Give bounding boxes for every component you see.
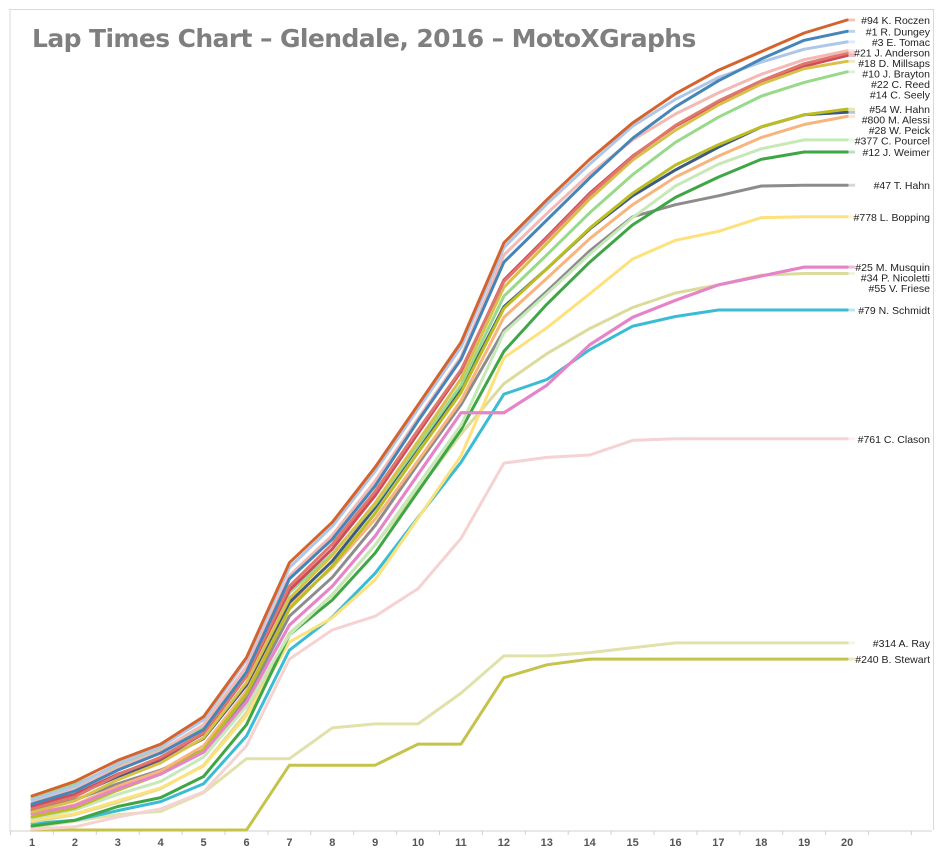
series-lines: [30, 18, 856, 832]
x-tick-label: 20: [841, 837, 853, 849]
x-tick-label: 8: [329, 837, 335, 849]
series-label: #761 C. Clason: [858, 434, 931, 446]
series-label: #55 V. Friese: [869, 283, 931, 295]
x-tick-label: 19: [798, 837, 810, 849]
series-label: #778 L. Bopping: [854, 212, 931, 224]
series-line[interactable]: [30, 265, 849, 816]
x-tick-label: 3: [115, 837, 121, 849]
chart-frame: [9, 9, 934, 830]
series-label: #34 P. Nicoletti: [861, 273, 930, 285]
chart-title: Lap Times Chart – Glendale, 2016 – MotoX…: [32, 24, 696, 53]
series-line[interactable]: [30, 114, 849, 817]
series-label: #314 A. Ray: [873, 638, 931, 650]
series-label: #18 D. Millsaps: [858, 58, 930, 70]
series-label: #14 C. Seely: [870, 89, 931, 101]
series-line[interactable]: [30, 657, 849, 832]
series-label: #22 C. Reed: [871, 79, 930, 91]
x-tick-label: 5: [201, 837, 207, 849]
x-tick-label: 10: [412, 837, 424, 849]
series-label: #1 R. Dungey: [866, 26, 931, 38]
x-tick-label: 11: [455, 837, 467, 849]
series-line[interactable]: [30, 51, 849, 811]
series-label: #21 J. Anderson: [854, 47, 930, 59]
series-line[interactable]: [30, 265, 849, 816]
x-tick-label: 14: [584, 837, 597, 849]
series-line[interactable]: [30, 150, 849, 828]
x-tick-label: 16: [669, 837, 681, 849]
series-label: #79 N. Schmidt: [858, 305, 930, 317]
series-label: #47 T. Hahn: [874, 180, 931, 192]
x-tick-label: 18: [755, 837, 767, 849]
x-tick-label: 15: [626, 837, 638, 849]
series-line[interactable]: [30, 641, 849, 830]
series-line[interactable]: [30, 138, 849, 821]
series-label: #54 W. Hahn: [869, 104, 930, 116]
x-tick-label: 7: [286, 837, 292, 849]
series-line[interactable]: [30, 59, 849, 814]
x-axis: 1 2 3 4 5 6 7 8 9 10 11 12 13 14 15 16 17 18 19 20: [9, 10, 932, 849]
series-line[interactable]: [30, 183, 849, 813]
series-line[interactable]: [30, 308, 849, 825]
series-line[interactable]: [30, 40, 849, 802]
series-label: #800 M. Alessi: [862, 115, 930, 127]
series-label: #10 J. Brayton: [862, 68, 930, 80]
series-label: #377 C. Pourcel: [855, 136, 930, 148]
x-tick-label: 6: [243, 837, 249, 849]
x-tick-label: 4: [158, 837, 165, 849]
series-label: #25 M. Musquin: [855, 262, 930, 274]
x-tick-label: 12: [498, 837, 510, 849]
x-tick-label: 13: [541, 837, 553, 849]
x-tick-label: 9: [372, 837, 378, 849]
series-labels: #94 K. Roczen#1 R. Dungey#3 E. Tomac#21 …: [854, 15, 931, 666]
series-label: #12 J. Weimer: [863, 147, 931, 159]
series-label: #240 B. Stewart: [855, 654, 930, 666]
x-tick-label: 1: [29, 837, 35, 849]
series-line[interactable]: [30, 29, 849, 806]
series-line[interactable]: [30, 49, 849, 804]
series-label: #3 E. Tomac: [872, 37, 930, 49]
x-tick-label: 2: [72, 837, 78, 849]
series-line[interactable]: [30, 215, 849, 822]
series-line[interactable]: [30, 272, 849, 824]
series-line[interactable]: [30, 18, 849, 798]
x-tick-label: 17: [712, 837, 724, 849]
series-label: #28 W. Peick: [869, 125, 931, 137]
series-label: #94 K. Roczen: [861, 15, 930, 27]
series-line[interactable]: [30, 437, 849, 831]
